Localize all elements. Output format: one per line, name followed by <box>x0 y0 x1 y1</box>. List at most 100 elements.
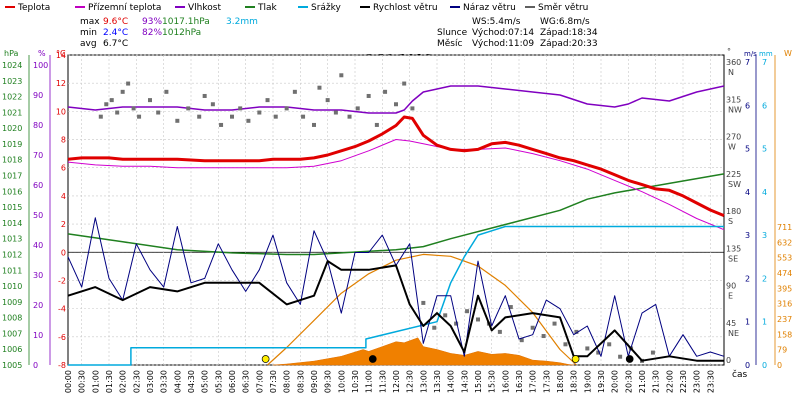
wind-dir-point <box>497 329 502 334</box>
time-tick-46: 23:00 <box>693 370 702 393</box>
mm-tick-5: 2 <box>762 274 767 283</box>
wind-dir-point <box>374 122 379 127</box>
wind-dir-point <box>197 114 202 119</box>
time-tick-24: 12:00 <box>392 370 401 393</box>
time-tick-38: 19:00 <box>583 370 592 393</box>
time-tick-30: 15:00 <box>474 370 483 393</box>
wind-dir-point <box>186 106 191 111</box>
moonset-text: Západ:20:33 <box>540 39 598 49</box>
wind-dir-point <box>137 114 142 119</box>
wind-dir-point <box>508 305 513 310</box>
time-tick-17: 08:30 <box>296 370 305 393</box>
ms-tick-7: 0 <box>745 361 750 370</box>
temp-unit: °C <box>56 49 66 58</box>
ms-unit: m/s <box>744 50 757 58</box>
dir-cardinal-1: NW <box>728 105 742 114</box>
wind-dir-point <box>273 114 278 119</box>
moon-label: Měsíc <box>437 39 462 49</box>
hpa-tick-2: 1022 <box>2 93 22 102</box>
time-tick-12: 06:00 <box>228 370 237 393</box>
legend-label-5: Rychlost větru <box>373 3 438 13</box>
temp-tick-3: 8 <box>61 136 66 145</box>
wind-dir-point <box>230 114 234 119</box>
series-pressure <box>67 173 725 256</box>
wind-dir-point <box>175 118 180 123</box>
hpa-tick-13: 1011 <box>2 266 22 275</box>
dir-tick-6: 90 <box>726 282 736 291</box>
dir-cardinal-2: W <box>728 143 736 152</box>
legend-label-1: Přízemní teplota <box>88 3 161 13</box>
rad-tick-9: 0 <box>777 361 782 370</box>
wind-dir-point <box>355 106 360 111</box>
info-block: WS:5.4m/s WG:6.8m/s Slunce Východ:07:14 … <box>437 17 598 49</box>
wind-dir-point <box>410 106 415 111</box>
hpa-tick-0: 1024 <box>2 61 22 70</box>
rad-tick-5: 316 <box>777 300 792 309</box>
temp-tick-11: -8 <box>58 361 66 370</box>
wind-dir-point <box>131 106 136 111</box>
wind-dir-point <box>104 102 109 107</box>
hpa-tick-4: 1020 <box>2 124 22 133</box>
legend-label-0: Teplota <box>17 3 50 13</box>
stats-rain-max: 3.2mm <box>226 17 258 27</box>
pct-tick-3: 70 <box>33 151 43 160</box>
pct-tick-2: 80 <box>33 121 43 130</box>
time-tick-26: 13:00 <box>419 370 428 393</box>
wind-dir-point <box>148 98 152 103</box>
mm-tick-0: 7 <box>762 58 767 67</box>
dir-cardinal-7: NE <box>728 329 739 338</box>
wind-dir-point <box>347 114 352 119</box>
rad-unit: W <box>784 49 792 58</box>
dir-tick-2: 270 <box>726 133 741 142</box>
series-temperature <box>67 115 725 217</box>
dir-cardinal-3: SW <box>728 180 741 189</box>
rad-tick-7: 158 <box>777 330 792 339</box>
dir-tick-4: 180 <box>726 207 741 216</box>
event-sunset <box>571 355 580 363</box>
mm-tick-2: 5 <box>762 145 767 154</box>
wind-dir-point <box>210 102 215 107</box>
legend: Teplota Přízemní teplota Vlhkost Tlak Srážky… <box>5 3 588 13</box>
wind-dir-point <box>563 342 568 347</box>
hpa-tick-10: 1014 <box>2 219 22 228</box>
time-tick-0: 00:00 <box>64 370 73 393</box>
time-tick-19: 09:30 <box>324 370 333 393</box>
time-tick-3: 01:30 <box>105 370 114 393</box>
event-moonrise <box>368 355 377 363</box>
temp-tick-7: 0 <box>61 248 66 257</box>
hpa-tick-1: 1023 <box>2 77 22 86</box>
time-tick-4: 02:00 <box>119 370 128 393</box>
ms-tick-4: 3 <box>745 231 750 240</box>
wind-dir-point <box>476 317 480 322</box>
wind-dir-point <box>552 321 557 326</box>
wind-dir-point <box>421 300 426 305</box>
legend-label-7: Směr větru <box>538 3 588 13</box>
wind-dir-point <box>292 89 297 94</box>
time-tick-15: 07:30 <box>269 370 278 393</box>
stats-label-avg: avg <box>80 39 97 49</box>
sunrise-text: Východ:07:14 <box>472 28 534 38</box>
ms-tick-6: 1 <box>745 318 750 327</box>
mm-tick-4: 3 <box>762 231 767 240</box>
hpa-tick-5: 1019 <box>2 140 22 149</box>
stats-label-min: min <box>80 28 97 38</box>
mm-tick-3: 4 <box>762 188 767 197</box>
time-tick-6: 03:00 <box>146 370 155 393</box>
wind-dir-point <box>650 350 655 355</box>
pct-tick-7: 30 <box>33 271 43 280</box>
wind-dir-point <box>541 334 546 339</box>
mm-tick-1: 6 <box>762 101 767 110</box>
time-tick-9: 04:30 <box>187 370 196 393</box>
rad-tick-1: 632 <box>777 238 792 247</box>
wind-dir-point <box>115 110 120 115</box>
wind-dir-point <box>317 85 322 90</box>
pct-tick-8: 20 <box>33 301 43 310</box>
time-tick-10: 05:00 <box>201 370 210 393</box>
wind-dir-point <box>219 122 224 127</box>
time-tick-28: 14:00 <box>447 370 456 393</box>
ms-tick-2: 5 <box>745 145 750 154</box>
time-tick-31: 15:30 <box>488 370 497 393</box>
hpa-tick-7: 1017 <box>2 172 22 181</box>
series-wind-speed <box>67 260 724 362</box>
